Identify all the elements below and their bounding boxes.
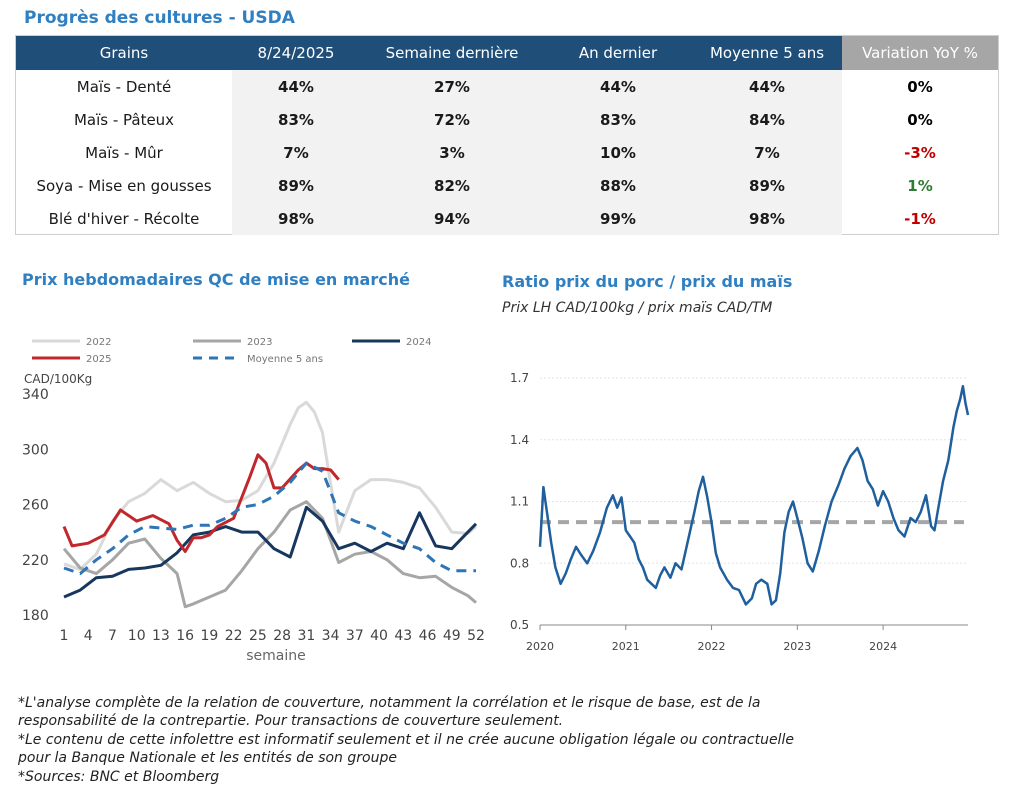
- row-name: Maïs - Denté: [76, 77, 172, 96]
- x-tick-label: 7: [108, 628, 117, 644]
- x-tick-label: 2023: [783, 640, 811, 653]
- table-row: Maïs - Mûr 7% 3% 10% 7% -3%: [16, 136, 998, 169]
- x-tick-label: 25: [249, 628, 267, 644]
- legend-label: 2023: [247, 337, 272, 348]
- cell-yoy: 1%: [907, 176, 933, 195]
- x-tick-label: 31: [297, 628, 315, 644]
- cell-last-week: 82%: [360, 169, 544, 202]
- x-tick-label: 2022: [698, 640, 726, 653]
- x-tick-label: 40: [370, 628, 388, 644]
- ratio-series-line: [538, 384, 970, 606]
- table-header-row: Grains 8/24/2025 Semaine dernière An der…: [16, 36, 998, 70]
- cell-last-year: 99%: [544, 202, 692, 235]
- legend-label: 2022: [86, 337, 111, 348]
- y-tick-label: 1.7: [510, 371, 529, 385]
- x-tick-label: 34: [322, 628, 340, 644]
- note-line-1: *L'analyse complète de la relation de co…: [18, 695, 761, 711]
- right-chart-title: Ratio prix du porc / prix du maïs: [502, 272, 793, 291]
- cell-current: 7%: [232, 136, 360, 169]
- series-line: [63, 505, 478, 599]
- row-name: Maïs - Mûr: [85, 143, 163, 162]
- series-line: [63, 461, 476, 576]
- cell-last-year: 83%: [544, 103, 692, 136]
- series-line: [62, 500, 477, 609]
- cell-current: 44%: [232, 70, 360, 103]
- cell-last-week: 72%: [360, 103, 544, 136]
- hog-corn-ratio-chart: 0.5 0.8 1.1 1.4 1.7 2020 2021 2022 2023 2024: [510, 371, 970, 653]
- y-tick-label: 0.8: [510, 556, 529, 570]
- y-tick-label: 340: [22, 387, 49, 403]
- cell-yoy: 0%: [907, 77, 933, 96]
- note-line-3: *Le contenu de cette infolettre est info…: [18, 732, 794, 748]
- cell-yoy: -1%: [904, 209, 936, 228]
- cell-last-week: 94%: [360, 202, 544, 235]
- x-tick-label: 10: [128, 628, 146, 644]
- cell-current: 98%: [232, 202, 360, 235]
- cell-5yr-avg: 44%: [692, 70, 842, 103]
- cell-5yr-avg: 98%: [692, 202, 842, 235]
- col-header-last-year: An dernier: [544, 36, 692, 70]
- x-tick-label: 2021: [612, 640, 640, 653]
- table-row: Maïs - Pâteux 83% 72% 83% 84% 0%: [16, 103, 998, 136]
- x-tick-label: 16: [176, 628, 194, 644]
- x-axis-label: semaine: [246, 648, 306, 664]
- col-header-5yr-avg: Moyenne 5 ans: [692, 36, 842, 70]
- cell-yoy: 0%: [907, 110, 933, 129]
- y-tick-label: 0.5: [510, 618, 529, 632]
- note-line-2: responsabilité de la contrepartie. Pour …: [18, 713, 564, 729]
- col-header-last-week: Semaine dernière: [360, 36, 544, 70]
- cell-last-week: 3%: [360, 136, 544, 169]
- col-header-yoy: Variation YoY %: [842, 36, 998, 70]
- x-tick-label: 43: [394, 628, 412, 644]
- legend-label: 2024: [406, 337, 431, 348]
- x-tick-label: 19: [200, 628, 218, 644]
- cell-last-week: 27%: [360, 70, 544, 103]
- crop-progress-table: Grains 8/24/2025 Semaine dernière An der…: [15, 35, 999, 235]
- cell-5yr-avg: 84%: [692, 103, 842, 136]
- x-tick-label: 1: [60, 628, 69, 644]
- row-name: Maïs - Pâteux: [73, 110, 175, 129]
- y-tick-label: 220: [22, 553, 49, 569]
- cell-current: 89%: [232, 169, 360, 202]
- col-header-date: 8/24/2025: [232, 36, 360, 70]
- x-tick-label: 4: [84, 628, 93, 644]
- y-axis-label: CAD/100Kg: [24, 372, 92, 386]
- y-tick-label: 180: [22, 608, 49, 624]
- x-tick-label: 46: [419, 628, 437, 644]
- y-tick-label: 1.4: [510, 433, 529, 447]
- legend-label: 2025: [86, 354, 111, 365]
- cell-last-year: 44%: [544, 70, 692, 103]
- cell-last-year: 88%: [544, 169, 692, 202]
- x-tick-label: 22: [225, 628, 243, 644]
- col-header-grains: Grains: [16, 36, 232, 70]
- cell-current: 83%: [232, 103, 360, 136]
- table-row: Blé d'hiver - Récolte 98% 94% 99% 98% -1%: [16, 202, 998, 235]
- table-row: Maïs - Denté 44% 27% 44% 44% 0%: [16, 70, 998, 103]
- note-line-5: *Sources: BNC et Bloomberg: [18, 769, 220, 785]
- weekly-price-chart: 2022 2023 2024 2025 Moyenne 5 ans CAD/100Kg 18…: [22, 337, 485, 664]
- table-title: Progrès des cultures - USDA: [24, 8, 295, 28]
- left-chart-title: Prix hebdomadaires QC de mise en marché: [22, 270, 410, 289]
- x-tick-label: 49: [443, 628, 461, 644]
- cell-yoy: -3%: [904, 143, 936, 162]
- table-row: Soya - Mise en gousses 89% 82% 88% 89% 1%: [16, 169, 998, 202]
- series-line: [63, 400, 477, 571]
- row-name: Blé d'hiver - Récolte: [48, 209, 200, 228]
- cell-5yr-avg: 7%: [692, 136, 842, 169]
- row-name: Soya - Mise en gousses: [36, 176, 212, 195]
- cell-5yr-avg: 89%: [692, 169, 842, 202]
- x-tick-label: 37: [346, 628, 364, 644]
- y-tick-label: 300: [22, 442, 49, 458]
- cell-last-year: 10%: [544, 136, 692, 169]
- right-chart-subtitle: Prix LH CAD/100kg / prix maïs CAD/TM: [502, 300, 773, 316]
- x-tick-label: 28: [273, 628, 291, 644]
- legend-label: Moyenne 5 ans: [247, 354, 323, 365]
- x-tick-label: 52: [467, 628, 485, 644]
- x-tick-label: 13: [152, 628, 170, 644]
- x-tick-label: 2024: [869, 640, 897, 653]
- note-line-4: pour la Banque Nationale et les entités …: [18, 750, 397, 766]
- y-tick-label: 260: [22, 498, 49, 514]
- y-tick-label: 1.1: [510, 495, 529, 509]
- x-tick-label: 2020: [526, 640, 554, 653]
